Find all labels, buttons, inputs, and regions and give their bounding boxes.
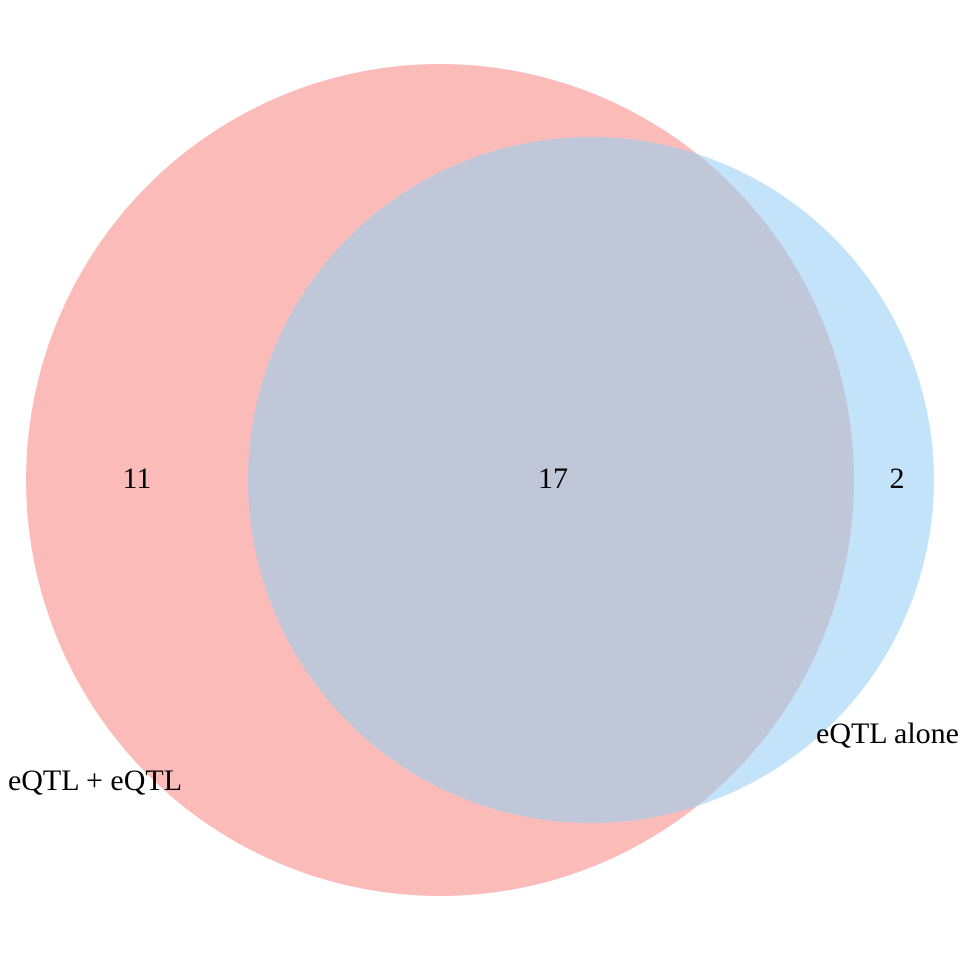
intersection-count: 17 bbox=[538, 462, 568, 495]
intersection-region bbox=[248, 137, 854, 823]
set-b-label: eQTL alone bbox=[816, 717, 959, 750]
set-a-only-count: 11 bbox=[123, 462, 152, 495]
set-a-label: eQTL + eQTL bbox=[8, 764, 182, 797]
set-b-only-count: 2 bbox=[890, 462, 905, 495]
